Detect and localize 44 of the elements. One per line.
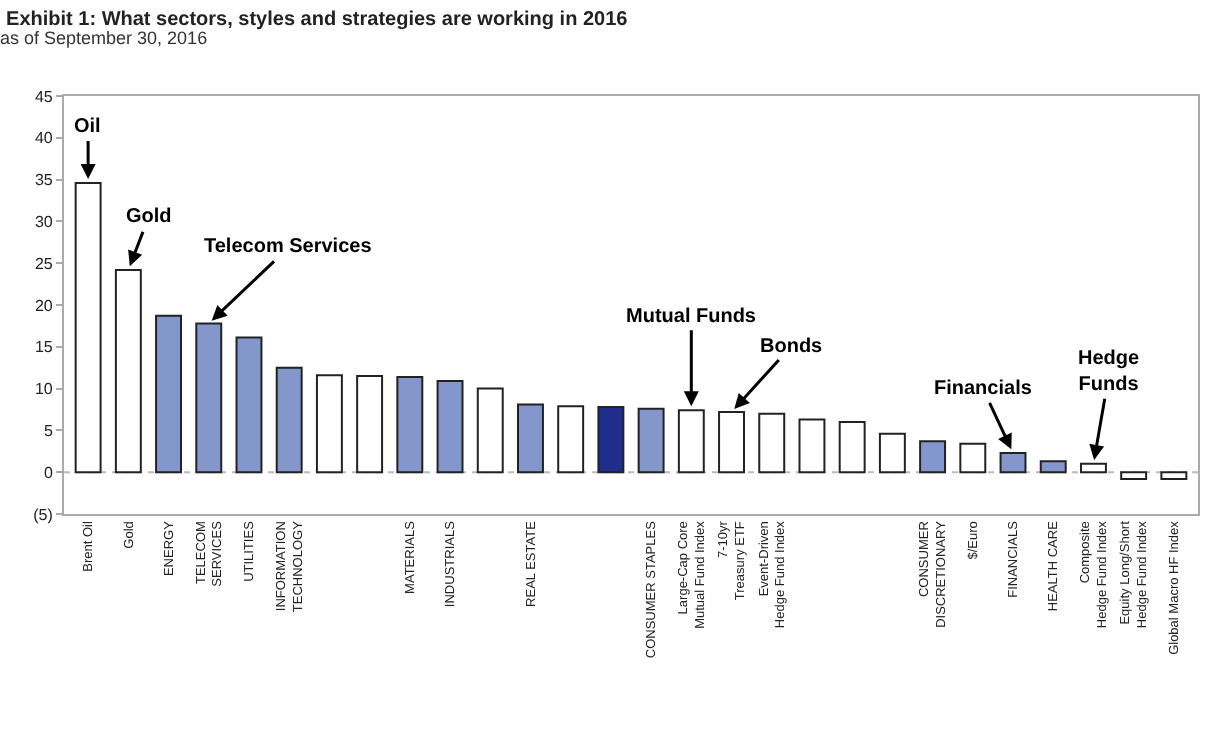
y-tick-label: 35 [34,171,54,190]
bar [436,380,464,474]
bar [195,322,223,474]
y-tick-label: 40 [34,129,54,148]
annotation: Hedge Funds [1078,348,1140,396]
bar [155,314,183,474]
annotation: Financials [934,378,1033,400]
annotation: Mutual Funds [626,306,757,328]
annotation: Bonds [760,336,824,358]
bar [637,407,665,474]
y-tick-label: 15 [34,338,54,357]
bar [1120,471,1148,480]
y-tick-label: 0 [43,463,54,482]
annotation: Oil [74,116,102,138]
annotation: Gold [126,206,172,228]
y-tick-label: 25 [34,254,54,273]
bar [1160,471,1188,480]
y-tick-label: 30 [34,213,54,231]
bar [476,387,504,474]
bar [356,375,384,474]
bar [919,440,947,474]
y-tick-label: 20 [34,296,54,315]
bar [597,406,625,474]
annotation: Telecom Services [204,236,373,258]
bar [838,421,866,474]
bar [396,375,424,474]
chart-subtitle: as of September 30, 2016 [0,28,208,48]
bar [315,374,343,474]
y-tick-label: 5 [43,422,54,440]
bar [999,451,1027,474]
y-tick-label: (5) [33,505,54,524]
bar [758,412,786,474]
bar [517,403,544,474]
bar [1039,460,1067,474]
bar [557,405,585,474]
bar [959,442,987,474]
bar [798,418,826,474]
bar [878,432,906,474]
chart-title: Exhibit 1: What sectors, styles and strategies are working in 2016 [6,9,629,32]
bar [718,411,745,474]
y-tick-label: 45 [34,87,54,106]
y-tick-label: 10 [34,380,54,399]
bar [275,366,303,474]
bar [235,336,263,474]
